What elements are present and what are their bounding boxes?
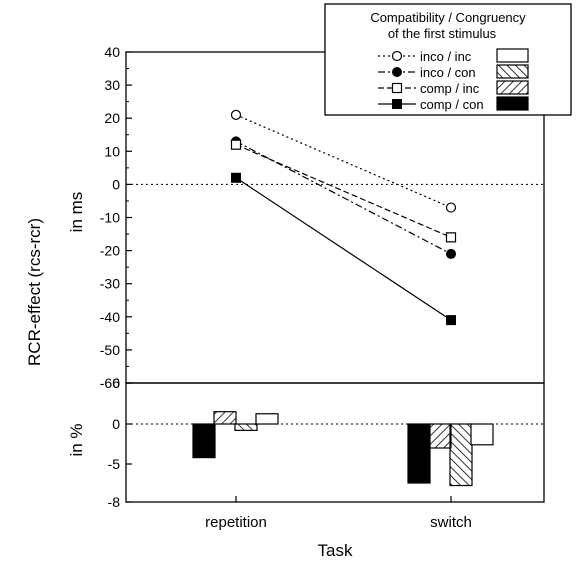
data-point-inco-inc-repetition (230, 109, 242, 120)
top-y-tick-label: -30 (100, 276, 120, 292)
data-point-comp-inc-switch (445, 232, 457, 243)
legend: Compatibility / Congruency of the first … (324, 3, 572, 116)
bottom-y-axis-unit: in % (67, 423, 86, 456)
series-line-comp-inc (235, 144, 452, 238)
legend-label: comp / con (420, 97, 484, 112)
bar-inco-con-switch (449, 423, 473, 487)
top-y-tick-label: 10 (104, 143, 120, 159)
series-line-inco-con (235, 140, 452, 255)
top-y-tick-label: -20 (100, 243, 120, 259)
data-point-comp-con-repetition (231, 172, 241, 183)
x-tick-label-repetition: repetition (205, 514, 267, 531)
bar-marks (192, 411, 494, 487)
x-tick-label-switch: switch (430, 514, 472, 531)
x-axis-title: Task (318, 541, 353, 560)
legend-bar-swatch (496, 48, 529, 63)
top-y-axis-unit: in ms (67, 192, 86, 233)
legend-bar-swatch (496, 96, 529, 111)
legend-marker-sample (392, 67, 402, 77)
top-y-ticks: 40 30 20 10 0 -10 -20 -30 -40 -50 -60 (100, 44, 132, 391)
legend-label: inco / con (420, 65, 476, 80)
bottom-y-tick-label: 0 (112, 416, 120, 432)
series-line-inco-inc (235, 114, 452, 209)
bar-inco-con-repetition (234, 423, 258, 432)
shared-y-axis-title: RCR-effect (rcs-rcr) (25, 218, 44, 366)
bar-inco-inc-repetition (255, 413, 279, 425)
bottom-y-tick-label: 6 (112, 375, 120, 391)
series-line-comp-con (235, 177, 452, 321)
legend-bar-swatch (496, 64, 529, 79)
top-y-tick-label: 40 (104, 44, 120, 60)
top-y-tick-label: -60 (100, 375, 120, 391)
top-y-tick-label: -40 (100, 309, 120, 325)
top-y-tick-label: 30 (104, 77, 120, 93)
bar-inco-inc-switch (470, 423, 494, 446)
legend-bar-swatch (496, 80, 529, 95)
data-point-comp-inc-repetition (230, 139, 242, 150)
bar-comp-inc-repetition (213, 411, 237, 425)
legend-marker-sample (392, 99, 402, 109)
top-y-tick-label: 0 (112, 176, 120, 192)
legend-marker-sample (391, 50, 403, 62)
top-y-tick-label: -50 (100, 342, 120, 358)
legend-label: inco / inc (420, 49, 472, 64)
legend-label: comp / inc (420, 81, 480, 96)
top-y-tick-label: -10 (100, 210, 120, 226)
data-point-comp-con-switch (446, 315, 456, 326)
data-point-inco-inc-switch (445, 202, 457, 213)
data-point-inco-con-switch (446, 248, 456, 259)
bar-comp-inc-switch (428, 423, 452, 449)
legend-title-line2: of the first stimulus (388, 26, 497, 41)
bar-comp-con-repetition (192, 423, 216, 459)
top-y-tick-label: 20 (104, 110, 120, 126)
bottom-panel-frame (125, 382, 545, 503)
line-series (230, 109, 457, 326)
bar-comp-con-switch (407, 423, 431, 484)
legend-marker-sample (391, 82, 403, 94)
legend-title-line1: Compatibility / Congruency (370, 10, 526, 25)
bottom-y-tick-label: -8 (108, 494, 121, 510)
bottom-y-tick-label: -5 (108, 456, 121, 472)
legend-box (324, 3, 572, 116)
bottom-y-ticks: 6 0 -5 -8 (108, 375, 452, 510)
